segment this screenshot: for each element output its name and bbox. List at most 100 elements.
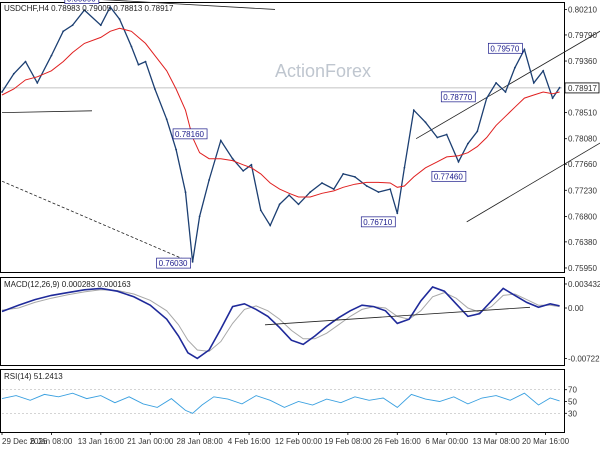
price-point (219, 139, 222, 142)
rsi-panel (0, 369, 565, 433)
price-annotation: 0.80390 (64, 0, 100, 4)
price-point (485, 97, 488, 99)
macd-y-tick-label: 0.003432 (568, 280, 600, 289)
price-point (250, 163, 253, 166)
price-point (467, 142, 469, 145)
annotation-box (172, 128, 208, 140)
price-point (191, 261, 194, 263)
price-y-tick-label: 0.79790 (568, 31, 597, 40)
price-point (342, 173, 345, 175)
annotation-label: 0.76030 (159, 259, 188, 268)
price-point (83, 9, 86, 12)
price-point (354, 176, 356, 178)
price-point (297, 203, 300, 206)
price-series (1, 5, 561, 263)
watermark: ActionForex (275, 61, 371, 81)
annotation-box (156, 257, 191, 269)
trendline (101, 0, 276, 10)
price-point (332, 188, 335, 191)
x-tick-label: 12 Feb 00:00 (275, 437, 323, 446)
price-y-tick-label: 0.79360 (568, 57, 597, 66)
trendline (466, 142, 600, 223)
x-tick-label: 4 Feb 16:00 (228, 437, 271, 446)
price-point (542, 69, 545, 72)
price-point (278, 203, 281, 206)
price-point (523, 48, 526, 51)
price-annotation: 0.78160 (172, 128, 208, 140)
price-y-tick-label: 0.77660 (568, 160, 597, 169)
x-tick-label: 20 Mar 16:00 (522, 437, 570, 446)
x-tick-label: 6 Jan 08:00 (31, 437, 73, 446)
price-point (109, 6, 112, 8)
price-point (396, 212, 399, 215)
annotation-label: 0.80390 (67, 0, 96, 4)
price-line (1, 5, 561, 262)
price-point (50, 54, 53, 57)
annotation-box (360, 216, 396, 228)
annotation-box (431, 170, 467, 182)
price-point (445, 133, 448, 136)
price-point (495, 82, 497, 84)
price-point (476, 130, 479, 133)
x-tick-label: 13 Jan 16:00 (78, 437, 125, 446)
macd-y-tick-label: -0.007223 (568, 355, 600, 364)
price-point (309, 191, 312, 194)
price-point (154, 88, 156, 90)
price-annotation: 0.78770 (440, 91, 476, 103)
price-point (130, 45, 133, 48)
price-y-tick-label: 0.76800 (568, 212, 597, 221)
price-point (144, 60, 147, 63)
price-point (1, 91, 3, 93)
price-point (242, 170, 245, 172)
price-y-tick-label: 0.80210 (568, 5, 597, 14)
price-y-axis: 0.802100.797900.793600.789300.785100.780… (564, 5, 600, 273)
trendline (1, 180, 191, 263)
price-annotations: 0.80390 0.78160 0.76030 0.78770 0.77460 0.767… (64, 0, 523, 269)
rsi-y-tick-label: 50 (568, 398, 577, 407)
rsi-series (1, 389, 562, 414)
price-point (403, 166, 406, 169)
annotation-box (488, 42, 523, 54)
rsi-header: RSI(14) 51.2413 (4, 372, 63, 381)
macd-line (1, 286, 560, 360)
annotation-label: 0.79570 (490, 44, 519, 53)
price-y-tick-label: 0.75950 (568, 264, 597, 273)
rsi-y-tick-label: 70 (568, 386, 577, 395)
rsi-y-tick-label: 30 (568, 409, 577, 418)
macd-y-axis: 0.003432 0.00 -0.007223 (564, 280, 600, 364)
annotation-label: 0.76710 (363, 218, 392, 227)
price-annotation: 0.79570 (488, 42, 523, 54)
price-annotation: 0.76030 (156, 257, 191, 269)
x-tick-label: 6 Mar 00:00 (425, 437, 468, 446)
x-tick-label: 29 Dec 2025 (2, 437, 48, 446)
price-point (165, 118, 168, 121)
price-annotation: 0.76710 (360, 216, 396, 228)
price-point (436, 136, 439, 139)
price-point (99, 24, 102, 27)
price-point (24, 60, 27, 63)
price-point (259, 209, 262, 212)
price-point (12, 72, 15, 75)
price-grid (1, 0, 600, 263)
macd-y-tick-label: 0.00 (568, 304, 584, 313)
price-point (389, 188, 392, 191)
price-point (504, 91, 507, 93)
price-point (208, 179, 211, 181)
annotation-label: 0.78160 (175, 130, 204, 139)
trendline (415, 30, 600, 140)
price-point (532, 82, 535, 84)
price-y-tick-label: 0.78510 (568, 109, 597, 118)
price-header: USDCHF,H4 0.78983 0.79005 0.78813 0.7891… (4, 4, 174, 13)
macd-header: MACD(12,26,9) 0.000283 0.000163 (4, 280, 131, 289)
price-panel (0, 2, 565, 273)
price-y-tick-label: 0.77230 (568, 186, 597, 195)
price-point (377, 191, 380, 194)
price-y-tick-label: 0.76380 (568, 238, 597, 247)
x-tick-label: 21 Jan 00:00 (127, 437, 174, 446)
price-point (118, 18, 121, 21)
annotation-box (64, 0, 100, 4)
rsi-y-axis: 70 50 30 (564, 386, 577, 418)
